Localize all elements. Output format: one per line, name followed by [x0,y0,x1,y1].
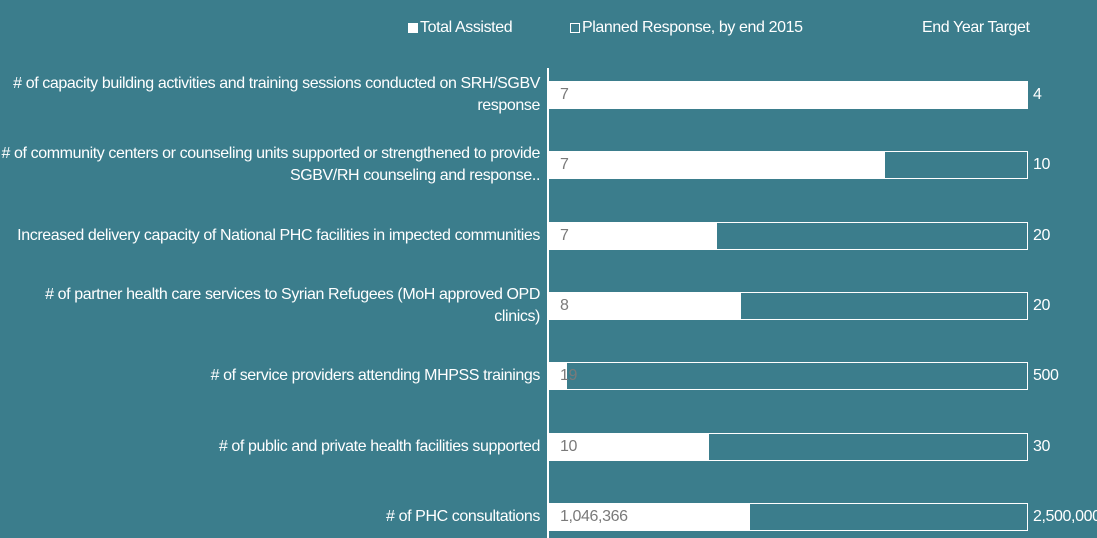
category-label: # of PHC consultations [386,507,540,525]
data-label: 1,046,366 [560,507,628,525]
target-label: 30 [1033,437,1050,455]
target-label: 20 [1033,226,1050,244]
planned-box [548,221,1028,250]
legend-item: End Year Target [922,18,1030,38]
target-label: 20 [1033,296,1050,314]
planned-box [548,291,1028,320]
category-label: # of service providers attending MHPSS t… [210,367,541,385]
category-label: # of public and private health facilitie… [218,437,541,455]
planned-box [548,81,1028,109]
bar [549,222,717,249]
data-label: 7 [560,156,569,174]
legend-label: Planned Response, by end 2015 [582,19,803,36]
data-label: 19 [560,367,577,385]
planned-box [548,151,1028,180]
legend-swatch [570,23,580,33]
bar [549,363,568,390]
planned-box [548,502,1028,531]
legend-label: End Year Target [922,19,1030,36]
data-label: 7 [560,86,569,103]
data-label: 10 [560,437,577,455]
data-label: 7 [560,226,569,244]
category-label: Increased delivery capacity of National … [17,226,540,244]
bar [549,503,750,530]
legend-item: Total Assisted [408,18,513,38]
legend-swatch [408,23,418,33]
bar [549,292,741,319]
target-label: 500 [1033,367,1059,385]
category-label: # of community centers or counseling uni… [1,145,540,185]
category-label: # of capacity building activities and tr… [13,75,540,114]
bar [549,433,709,460]
bar [549,82,1027,108]
target-label: 2,500,000 [1033,507,1097,525]
legend-label: Total Assisted [420,19,513,36]
target-label: 4 [1033,86,1042,103]
bar [549,152,885,179]
category-label: # of partner health care services to Syr… [45,285,540,325]
target-label: 10 [1033,156,1050,174]
data-label: 8 [560,296,569,314]
planned-box [548,362,1028,391]
planned-box [548,432,1028,461]
legend-item: Planned Response, by end 2015 [570,18,803,38]
